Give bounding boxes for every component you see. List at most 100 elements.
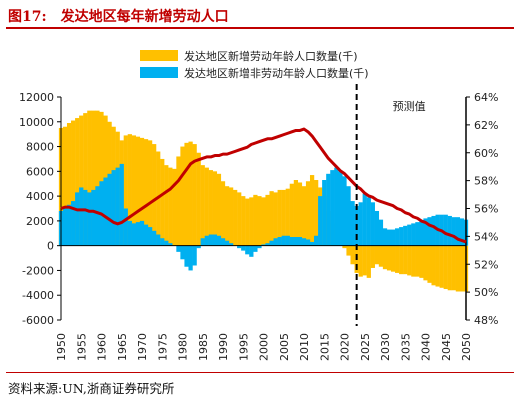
bar-labor-1991 (224, 186, 230, 246)
bar-nonlabor-1986 (204, 235, 209, 246)
y-left-tick-label: -6000 (22, 314, 54, 327)
bar-nonlabor-1957 (87, 192, 92, 246)
bar-labor-2025 (362, 245, 367, 276)
bar-nonlabor-2001 (265, 243, 270, 246)
bar-nonlabor-2010 (301, 238, 307, 246)
y-left-tick-label: 2000 (26, 215, 54, 228)
bar-nonlabor-2030 (382, 228, 388, 246)
bar-labor-1992 (228, 187, 234, 246)
bar-nonlabor-1967 (127, 220, 132, 246)
bar-nonlabor-2005 (281, 235, 286, 246)
figure-title-text: 发达地区每年新增劳动人口 (60, 9, 229, 25)
y-right-tick-label: 60% (474, 147, 498, 160)
y-right-tick-label: 54% (474, 230, 498, 243)
x-tick-label: 1965 (116, 333, 129, 361)
bar-nonlabor-1999 (257, 245, 262, 249)
bar-labor-2029 (378, 245, 384, 267)
bar-labor-1996 (245, 198, 250, 246)
x-tick-label: 1950 (55, 333, 68, 361)
x-tick-label: 2035 (399, 333, 412, 361)
bar-nonlabor-2000 (261, 244, 266, 246)
bar-nonlabor-2036 (407, 224, 412, 246)
bar-nonlabor-1964 (115, 167, 120, 246)
bar-nonlabor-2014 (318, 196, 323, 246)
bar-nonlabor-2011 (305, 239, 311, 246)
bar-labor-1977 (168, 167, 173, 246)
bar-labor-2043 (435, 245, 440, 287)
y-left-tick-label: -4000 (22, 289, 54, 302)
bar-nonlabor-2031 (386, 229, 392, 246)
bar-nonlabor-1953 (71, 201, 76, 246)
bar-nonlabor-2024 (358, 202, 363, 246)
bar-nonlabor-2045 (443, 214, 448, 246)
bar-labor-1987 (208, 170, 213, 246)
bar-labor-1988 (212, 171, 218, 246)
bar-nonlabor-2026 (366, 197, 371, 246)
bar-labor-2048 (455, 245, 461, 292)
bar-labor-2000 (261, 197, 266, 246)
source-note: 资料来源:UN,浙商证券研究所 (8, 381, 175, 396)
bar-nonlabor-1976 (164, 240, 169, 246)
y-left-tick-label: 8000 (26, 141, 54, 154)
bar-nonlabor-1956 (83, 189, 88, 246)
bar-labor-2038 (415, 245, 420, 277)
bar-nonlabor-2041 (427, 217, 432, 246)
bar-nonlabor-1970 (139, 220, 145, 246)
bar-nonlabor-2048 (455, 217, 461, 246)
bar-nonlabor-1951 (62, 208, 68, 246)
bar-labor-2022 (350, 245, 355, 265)
forecast-label: 预测值 (393, 100, 426, 113)
legend-label-1: 发达地区新增劳动年龄人口数量(千) (184, 49, 358, 63)
bar-nonlabor-1979 (176, 245, 181, 252)
bar-nonlabor-1972 (147, 227, 153, 246)
bar-nonlabor-1977 (168, 243, 173, 246)
bar-nonlabor-1962 (107, 173, 112, 246)
bar-nonlabor-1983 (192, 245, 197, 266)
y-left-tick-label: 4000 (26, 190, 54, 203)
bar-labor-1953 (71, 120, 76, 246)
x-tick-label: 2010 (298, 333, 311, 361)
y-left-tick-label: 12000 (19, 91, 54, 104)
bar-labor-2026 (366, 245, 371, 278)
ratio-line (60, 127, 467, 244)
bar-nonlabor-2049 (459, 218, 465, 246)
x-tick-label: 2050 (460, 333, 473, 361)
bar-nonlabor-2019 (338, 171, 343, 246)
bar-nonlabor-2009 (297, 236, 303, 246)
bar-labor-2013 (314, 180, 319, 246)
bar-labor-2040 (423, 245, 428, 281)
bar-nonlabor-1987 (208, 234, 213, 246)
bar-nonlabor-2013 (314, 235, 319, 246)
bar-nonlabor-2002 (269, 240, 274, 246)
x-tick-label: 2040 (420, 333, 433, 361)
bar-labor-1955 (79, 115, 84, 246)
bar-labor-2036 (407, 245, 412, 276)
y-right-tick-label: 64% (474, 91, 498, 104)
x-tick-label: 1975 (156, 333, 169, 361)
bar-labor-2020 (342, 245, 347, 249)
bar-labor-2005 (281, 189, 286, 246)
bar-labor-2034 (399, 245, 404, 275)
x-tick-label: 2030 (379, 333, 392, 361)
bar-labor-1969 (135, 136, 141, 246)
figure-label: 图17: (8, 9, 47, 25)
bar-labor-1971 (143, 139, 149, 246)
bar-nonlabor-1965 (119, 163, 124, 246)
bar-labor-2024 (358, 245, 363, 277)
x-tick-label: 2015 (318, 333, 331, 361)
bar-nonlabor-1980 (180, 245, 185, 260)
x-tick-label: 2020 (339, 333, 352, 361)
bar-labor-1972 (147, 140, 153, 246)
bar-labor-1981 (184, 142, 189, 246)
x-tick-label: 1980 (177, 333, 190, 361)
forecast-marker: 预测值 (355, 84, 426, 326)
bar-labor-1954 (75, 118, 80, 246)
y-right-tick-label: 58% (474, 175, 498, 188)
bar-labor-2047 (451, 245, 456, 291)
bar-labor-1982 (188, 141, 193, 246)
chart: 发达地区新增劳动年龄人口数量(千) 发达地区新增非劳动年龄人口数量(千) -600… (19, 49, 498, 361)
bar-nonlabor-2015 (322, 180, 327, 246)
bar-labor-1966 (123, 135, 128, 246)
bar-labor-1999 (257, 196, 262, 246)
bar-nonlabor-1966 (123, 208, 128, 246)
